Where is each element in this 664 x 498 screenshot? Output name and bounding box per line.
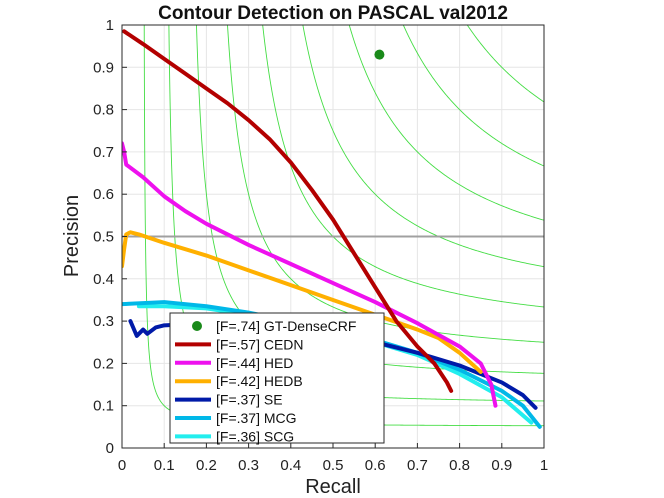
- x-tick-label: 0.9: [491, 457, 512, 474]
- legend-label-mcg: [F=.37] MCG: [216, 410, 297, 426]
- x-tick-label: 0.3: [238, 457, 259, 474]
- y-tick-label: 0.3: [93, 313, 114, 330]
- legend-label-gt-densecrf: [F=.74] GT-DenseCRF: [216, 318, 356, 334]
- axis-ticks: 0 0.1 0.2 0.3 0.4 0.5 0.6 0.7 0.8 0.9 1 0 0.1 0.2 0.3 0…: [93, 17, 548, 474]
- legend-label-cedn: [F=.57] CEDN: [216, 336, 304, 352]
- iso-f-curve: [466, 25, 544, 103]
- y-tick-label: 0.7: [93, 144, 114, 161]
- y-tick-label: 0: [106, 440, 114, 457]
- legend-box: [169, 312, 385, 444]
- iso-f-curve: [402, 25, 544, 167]
- iso-f-curve: [302, 25, 544, 268]
- y-tick-label: 0.4: [93, 271, 114, 288]
- x-tick-label: 0: [118, 457, 126, 474]
- y-tick-label: 0.8: [93, 102, 114, 119]
- x-tick-label: 0.5: [323, 457, 344, 474]
- x-tick-label: 0.2: [196, 457, 217, 474]
- y-tick-label: 0.6: [93, 186, 114, 203]
- series-line-hed: [122, 141, 498, 408]
- y-tick-label: 1: [106, 17, 114, 34]
- x-tick-label: 1: [540, 457, 548, 474]
- legend-label-scg: [F=.36] SCG: [216, 428, 294, 444]
- x-tick-label: 0.1: [154, 457, 175, 474]
- y-tick-label: 0.9: [93, 59, 114, 76]
- iso-f-curve: [348, 25, 544, 221]
- iso-f-curve: [227, 25, 544, 343]
- legend-marker-gt-densecrf: [192, 321, 202, 331]
- x-axis-label: Recall: [305, 476, 361, 498]
- x-tick-label: 0.8: [449, 457, 470, 474]
- y-axis-label: Precision: [61, 195, 83, 277]
- chart-title: Contour Detection on PASCAL val2012: [158, 3, 508, 24]
- y-tick-label: 0.2: [93, 355, 114, 372]
- legend-label-hedb: [F=.42] HEDB: [216, 373, 303, 389]
- x-tick-label: 0.4: [280, 457, 301, 474]
- x-tick-label: 0.7: [407, 457, 428, 474]
- series-line-cedn: [122, 29, 454, 393]
- series-line-hedb: [122, 230, 483, 374]
- x-tick-label: 0.6: [365, 457, 386, 474]
- series-group: [122, 29, 542, 429]
- series-point-gt-densecrf: [374, 49, 385, 60]
- legend-label-se: [F=.37] SE: [216, 392, 283, 408]
- legend: [F=.74] GT-DenseCRF [F=.57] CEDN [F=.44] H…: [169, 312, 385, 444]
- y-tick-label: 0.5: [93, 229, 114, 246]
- y-tick-label: 0.1: [93, 398, 114, 415]
- legend-label-hed: [F=.44] HED: [216, 355, 293, 371]
